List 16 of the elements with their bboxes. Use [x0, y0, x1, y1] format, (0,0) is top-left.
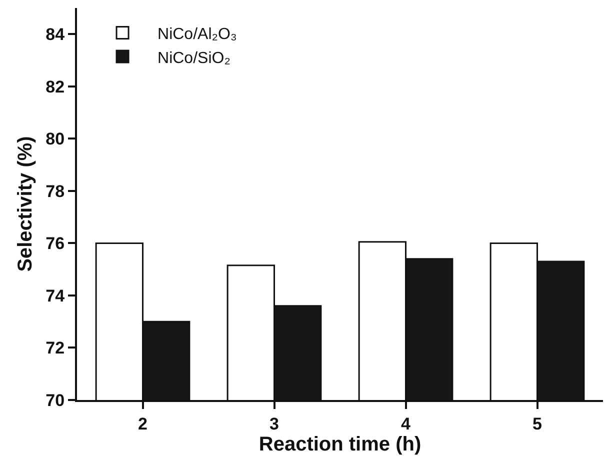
y-tick-label: 76 [46, 234, 65, 254]
x-tick-label: 5 [532, 414, 542, 434]
y-tick-label: 82 [46, 77, 65, 96]
x-tick-label: 2 [138, 414, 148, 434]
y-tick-label: 70 [46, 390, 65, 410]
y-axis-title: Selectivity (%) [14, 136, 37, 272]
y-tick-label: 84 [46, 25, 66, 44]
y-tick-label: 78 [46, 182, 65, 201]
y-tick-label: 80 [46, 130, 65, 149]
y-tick-label: 74 [46, 286, 66, 306]
legend-label: NiCo/Al₂O₃ [158, 26, 237, 43]
y-tick-label: 72 [46, 338, 65, 358]
x-tick-label: 4 [401, 414, 412, 434]
legend-label: NiCo/SiO₂ [158, 50, 230, 67]
x-axis-title: Reaction time (h) [258, 433, 422, 456]
x-tick-label: 3 [270, 414, 279, 434]
